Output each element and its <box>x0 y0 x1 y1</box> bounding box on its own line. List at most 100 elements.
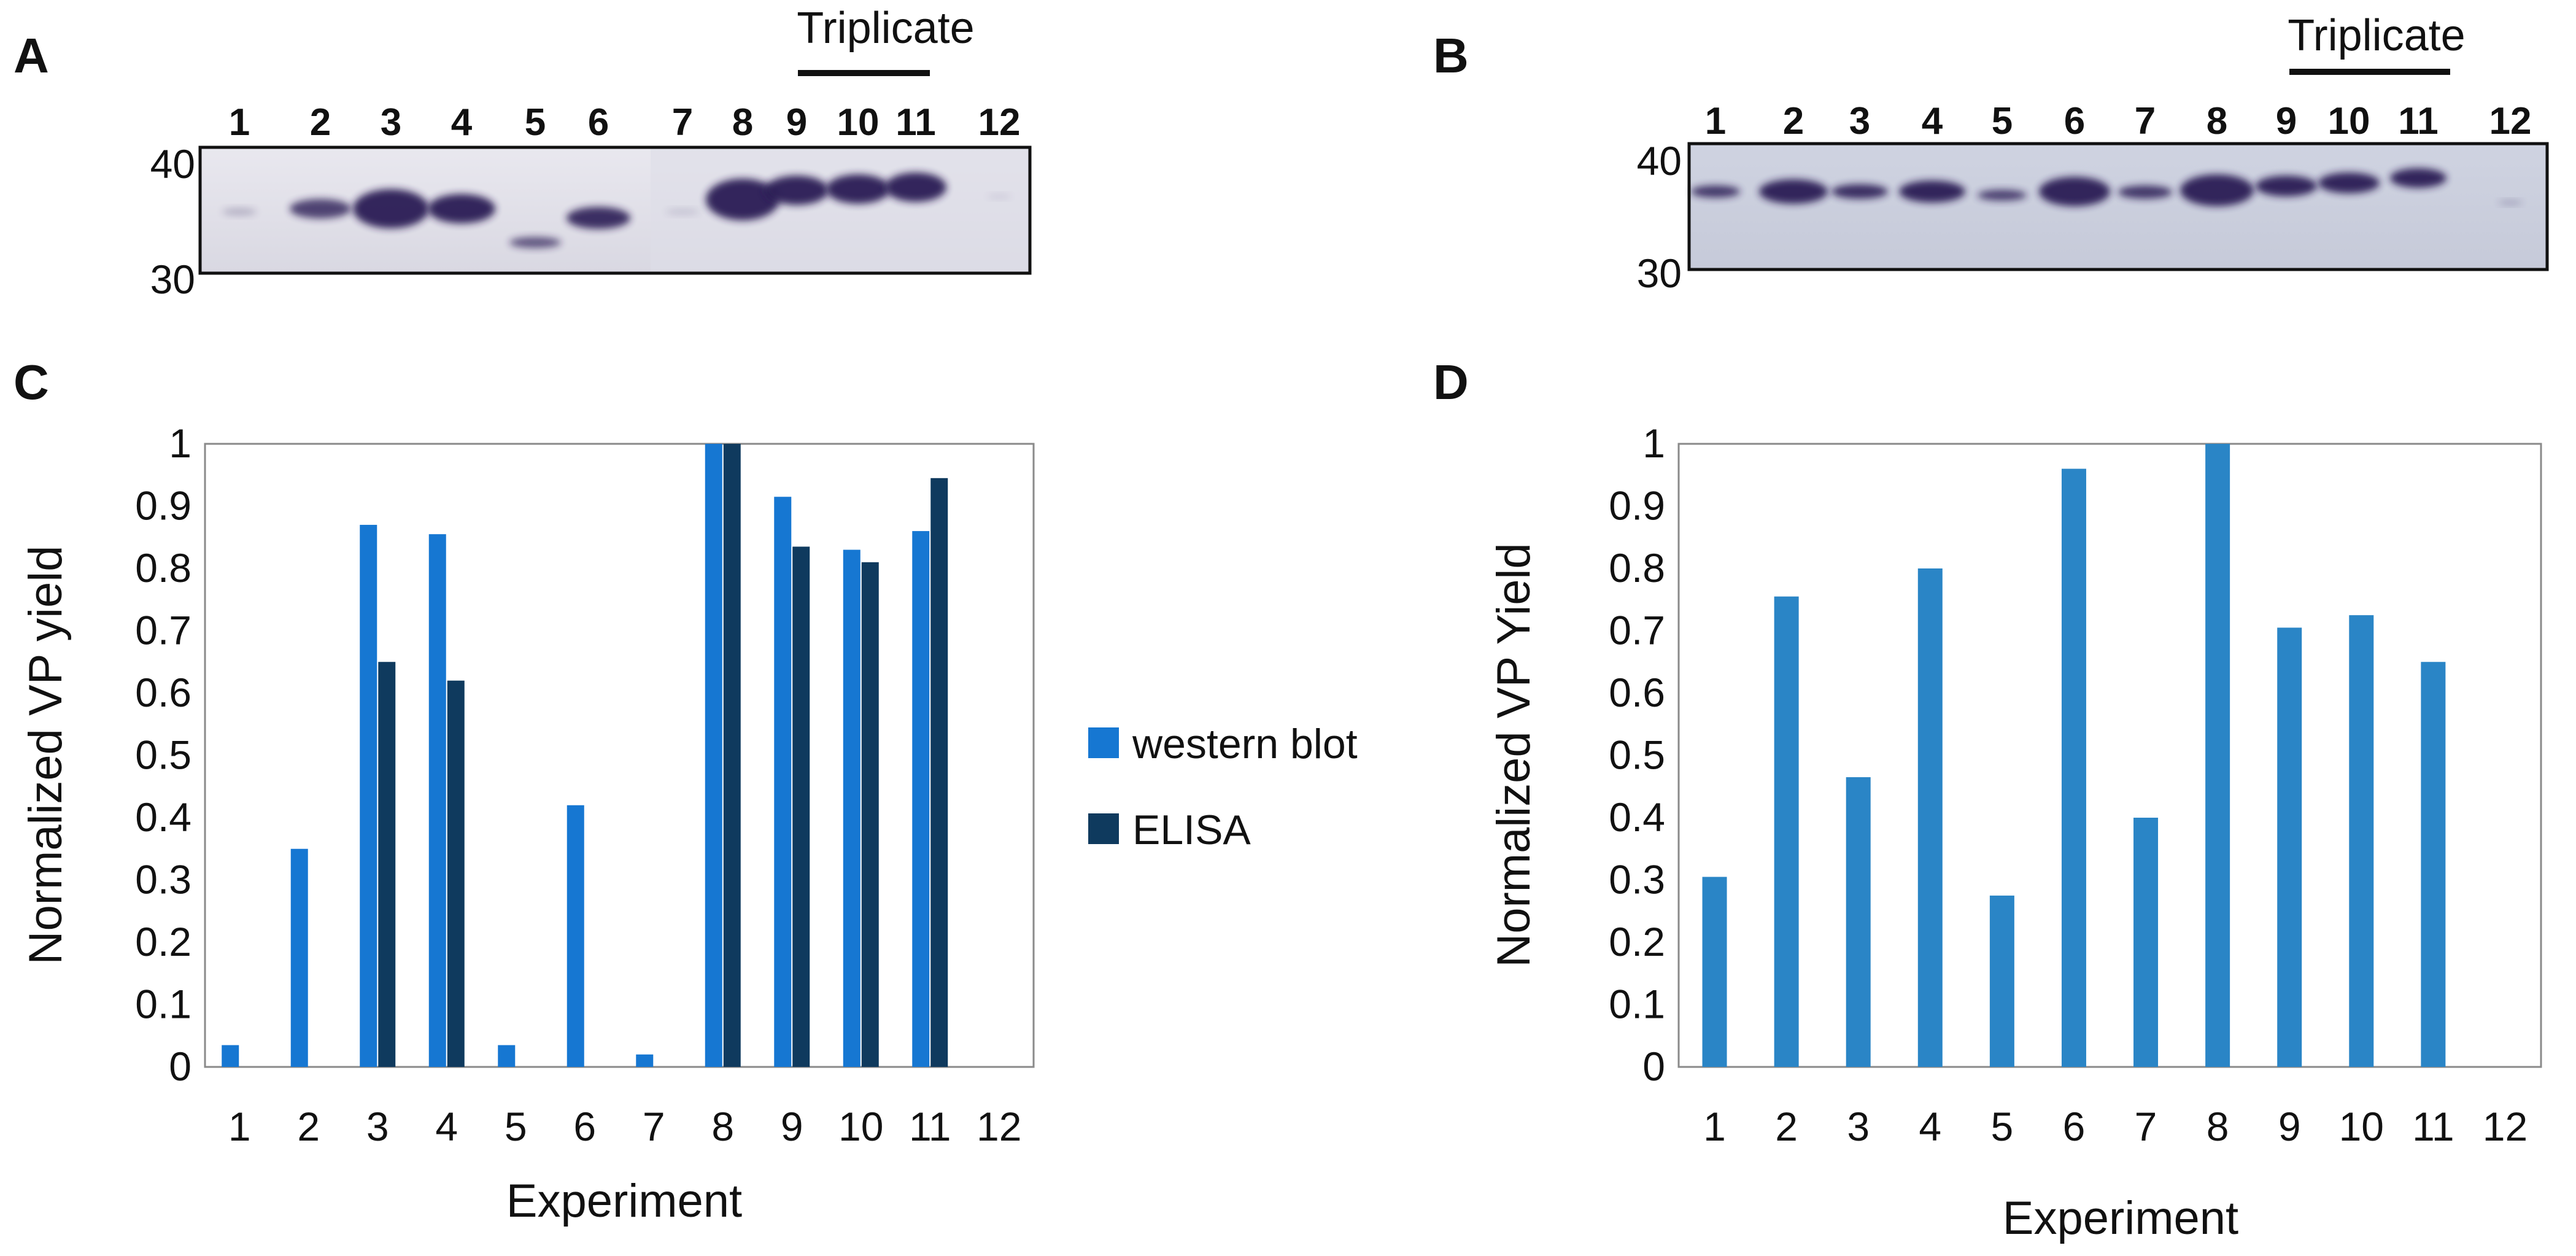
chart-d-bar-yield <box>1702 877 1727 1067</box>
legend-swatch-western-blot <box>1088 727 1119 758</box>
chart-c-x-tick-label: 12 <box>977 1104 1021 1149</box>
chart-d-y-tick-label: 0.9 <box>1609 483 1665 529</box>
blot-b: Triplicate 1 2 3 4 5 6 7 8 9 10 11 12 40 30 <box>1637 11 2549 296</box>
blot-b-lane-label: 2 <box>1783 100 1804 142</box>
panel-label-b: B <box>1433 28 1469 83</box>
chart-d-x-tick-label: 7 <box>2135 1104 2157 1149</box>
chart-d-x-tick-label: 3 <box>1847 1104 1870 1149</box>
chart-d-y-tick-label: 0.8 <box>1609 545 1665 591</box>
blot-b-band <box>2390 168 2446 188</box>
blot-b-lane-label: 6 <box>2064 100 2085 142</box>
blot-b-lane-label: 8 <box>2207 100 2227 142</box>
chart-d-plot-frame <box>1677 443 2542 1068</box>
blot-a-mw-40: 40 <box>150 141 195 187</box>
blot-a-mw-30: 30 <box>150 257 195 302</box>
chart-c-bar-western-blot <box>843 549 861 1067</box>
chart-c-x-tick-label: 3 <box>366 1104 389 1149</box>
chart-d-bar-yield <box>2277 627 2302 1067</box>
blot-b-mw-30: 30 <box>1637 250 1682 296</box>
chart-d-bar-yield <box>1917 568 1943 1067</box>
blot-b-lane-label: 11 <box>2398 100 2439 142</box>
blot-a-band <box>567 207 630 229</box>
chart-c-bar-western-blot <box>290 848 308 1067</box>
chart-c-x-tick-label: 9 <box>781 1104 803 1149</box>
blot-a-band <box>765 176 829 205</box>
chart-d-y-tick-label: 1 <box>1642 421 1665 466</box>
chart-c-x-tick-label: 8 <box>711 1104 734 1149</box>
blot-a-lane-label: 2 <box>310 101 331 144</box>
blot-b-band <box>1831 184 1888 199</box>
blot-a-band <box>509 237 561 248</box>
blot-a-lane-label: 11 <box>895 101 936 144</box>
chart-c-x-tick-label: 10 <box>838 1104 883 1149</box>
blot-b-band <box>2498 200 2523 205</box>
blot-b-lane-label: 5 <box>1992 100 2013 142</box>
chart-d-x-tick-label: 9 <box>2278 1104 2301 1149</box>
chart-d-y-tick-label: 0.5 <box>1609 732 1665 778</box>
chart-c-y-tick-label: 0.2 <box>135 919 191 964</box>
blot-b-band <box>2256 176 2317 196</box>
chart-d-y-tick-label: 0.7 <box>1609 608 1665 653</box>
chart-d-x-tick-label: 6 <box>2063 1104 2086 1149</box>
chart-d-bar-yield <box>1989 895 2014 1067</box>
chart-d-y-tick-label: 0.3 <box>1609 857 1665 902</box>
chart-d-bar-yield <box>1774 596 1799 1067</box>
blot-b-lane-label: 1 <box>1705 100 1726 142</box>
blot-b-triplicate-bar <box>2289 69 2450 75</box>
chart-c-bar-elisa <box>723 444 741 1067</box>
chart-c-x-tick-label: 6 <box>573 1104 596 1149</box>
chart-c-y-tick-label: 0.9 <box>135 483 191 529</box>
blot-b-band <box>1691 185 1740 198</box>
blot-a-lane-label: 6 <box>588 101 609 144</box>
chart-c-bar-western-blot <box>567 805 584 1067</box>
blot-b-band <box>1978 190 2027 201</box>
chart-d-y-tick-label: 0.6 <box>1609 670 1665 715</box>
chart-c-bar-western-blot <box>774 497 792 1067</box>
chart-c-x-tick-label: 11 <box>909 1104 951 1149</box>
blot-a-bands <box>222 173 1011 248</box>
chart-d-bar-yield <box>2421 662 2446 1067</box>
blot-b-band <box>1899 180 1965 203</box>
chart-c-y-tick-label: 0.1 <box>135 982 191 1027</box>
blot-a-triplicate-label: Triplicate <box>797 4 974 53</box>
chart-d-y-ticks: 0 0.1 0.2 0.3 0.4 0.5 0.6 0.7 0.8 0.9 1 <box>1609 421 1665 1089</box>
blot-a-lane-label: 12 <box>978 101 1021 144</box>
chart-d-x-axis-title: Experiment <box>2003 1192 2238 1244</box>
blot-b-bands <box>1691 168 2523 206</box>
chart-d-y-tick-label: 0 <box>1642 1044 1665 1089</box>
chart-d-y-tick-label: 0.1 <box>1609 982 1665 1027</box>
blot-b-triplicate-label: Triplicate <box>2288 11 2465 60</box>
blot-a-band <box>987 194 1011 199</box>
blot-a-band <box>885 173 946 202</box>
blot-a-right-section <box>651 147 1030 273</box>
chart-c-x-tick-label: 2 <box>297 1104 320 1149</box>
blot-b-lane-label: 4 <box>1922 100 1943 142</box>
blot-a: Triplicate 1 2 3 4 5 6 7 8 9 10 11 12 40 30 <box>150 4 1032 302</box>
chart-c-bar-western-blot <box>636 1054 654 1067</box>
chart-c-y-tick-label: 0.8 <box>135 545 191 591</box>
blot-b-lane-labels: 1 2 3 4 5 6 7 8 9 10 11 12 <box>1705 100 2532 142</box>
chart-c-bar-western-blot <box>428 534 446 1067</box>
blot-b-lane-label: 10 <box>2328 100 2370 142</box>
chart-c-y-ticks: 0 0.1 0.2 0.3 0.4 0.5 0.6 0.7 0.8 0.9 1 <box>135 421 191 1089</box>
chart-d-x-tick-label: 4 <box>1919 1104 1941 1149</box>
chart-c-y-tick-label: 0.5 <box>135 732 191 778</box>
blot-a-triplicate-bar <box>798 70 930 76</box>
panel-label-a: A <box>14 28 49 83</box>
chart-c-x-tick-label: 1 <box>228 1104 251 1149</box>
blot-a-lane-label: 8 <box>732 101 753 144</box>
chart-c-x-tick-label: 5 <box>505 1104 527 1149</box>
blot-b-membrane <box>1689 144 2547 269</box>
chart-c-y-tick-label: 0.7 <box>135 608 191 653</box>
blot-b-lane-label: 7 <box>2135 100 2156 142</box>
chart-c-bar-elisa <box>378 662 396 1067</box>
chart-d-y-tick-label: 0.2 <box>1609 919 1665 964</box>
chart-c-plot-frame <box>204 443 1035 1068</box>
blot-b-frame <box>1687 142 2549 271</box>
blot-a-lane-label: 1 <box>229 101 250 144</box>
blot-a-lane-labels: 1 2 3 4 5 6 7 8 9 10 11 12 <box>229 101 1021 144</box>
legend-label-western-blot: western blot <box>1132 721 1358 767</box>
chart-d-x-tick-label: 12 <box>2483 1104 2528 1149</box>
chart-c-x-ticks: 1 2 3 4 5 6 7 8 9 10 11 12 <box>228 1104 1022 1149</box>
